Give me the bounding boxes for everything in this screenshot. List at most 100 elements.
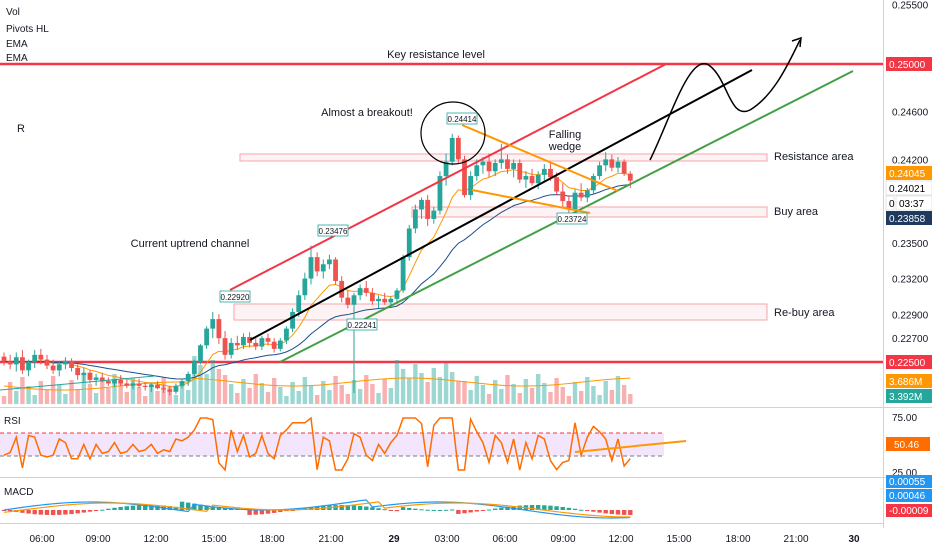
- candle-body: [314, 257, 320, 272]
- candle-body: [69, 360, 74, 368]
- rsi-tick-25: 25.00: [892, 468, 917, 479]
- volume-bar: [609, 390, 615, 404]
- macd-histogram-bar: [621, 510, 627, 515]
- volume-bar: [382, 379, 387, 404]
- macd-histogram-bar: [290, 510, 295, 511]
- macd-histogram-bar: [222, 507, 228, 510]
- candle-body: [296, 295, 302, 312]
- volume-bar: [57, 385, 62, 404]
- rebuy-area-zone: [233, 303, 768, 321]
- macd-histogram-bar: [529, 505, 535, 510]
- volume-bar: [296, 391, 301, 404]
- price-badge-bg: [885, 180, 932, 196]
- time-tick-label: 29: [388, 534, 400, 545]
- candle-body: [400, 257, 406, 291]
- rsi-value-badge-bg: [886, 437, 930, 451]
- macd-histogram-bar: [468, 510, 473, 513]
- candle-body: [425, 199, 431, 219]
- price-badge: 0.23858: [889, 214, 926, 225]
- volume-bar: [413, 364, 418, 404]
- candle-body: [498, 159, 504, 163]
- candle-body: [529, 176, 535, 184]
- price-badge: 3.392M: [889, 392, 922, 403]
- macd-histogram-bar: [100, 509, 105, 511]
- candle-body: [265, 338, 271, 342]
- macd-histogram-bar: [149, 505, 154, 510]
- candle-body: [548, 168, 553, 178]
- macd-histogram-bar: [26, 510, 31, 514]
- volume-bar: [87, 384, 93, 404]
- pivot-badge-box: [219, 290, 251, 303]
- volume-bar: [143, 396, 148, 404]
- volume-bar: [228, 384, 234, 404]
- volume-bar: [136, 387, 142, 404]
- volume-bar: [247, 388, 252, 404]
- macd-histogram-bar: [499, 507, 504, 510]
- volume-bar: [339, 385, 344, 404]
- candle-body: [603, 159, 609, 166]
- annotation-buy-area: Buy area: [774, 206, 819, 218]
- volume-bar: [376, 393, 381, 404]
- candle-body: [259, 338, 265, 347]
- volume-bar: [241, 379, 246, 404]
- candle-body: [241, 336, 246, 346]
- volume-ma-line: [3, 377, 631, 391]
- volume-bar: [186, 390, 191, 404]
- macd-histogram-bar: [517, 505, 522, 510]
- volume-bar: [425, 382, 430, 404]
- candle-body: [32, 354, 38, 362]
- macd-histogram-bar: [7, 510, 13, 511]
- candle-body: [210, 319, 216, 329]
- volume-bar: [511, 384, 516, 404]
- candle-body: [185, 373, 191, 382]
- macd-histogram-bar: [364, 506, 369, 510]
- volume-bar: [204, 374, 209, 404]
- rsi-trend-line: [574, 440, 687, 453]
- candle-body: [437, 176, 443, 211]
- candle-body: [7, 361, 13, 365]
- macd-histogram-bar: [186, 502, 191, 510]
- macd-histogram-bar: [493, 508, 498, 510]
- volume-bar: [499, 389, 504, 404]
- macd-histogram-bar: [143, 505, 148, 510]
- macd-histogram-bar: [554, 506, 559, 510]
- candle-body: [609, 159, 615, 168]
- volume-bar: [278, 387, 283, 404]
- volume-bar: [407, 378, 412, 404]
- candle-body: [63, 360, 68, 365]
- price-badge-bg: [895, 195, 932, 211]
- macd-histogram-bar: [87, 510, 93, 512]
- volume-bar: [437, 377, 443, 404]
- volume-bar: [523, 379, 529, 404]
- volume-bar: [265, 392, 271, 404]
- macd-histogram-bar: [505, 506, 510, 510]
- volume-bar: [106, 388, 111, 404]
- macd-histogram-bar: [351, 505, 357, 510]
- volume-bar: [26, 386, 31, 404]
- volume-bar: [222, 375, 228, 404]
- macd-histogram-bar: [456, 510, 461, 514]
- early-trend-line: [0, 375, 156, 391]
- candle-body: [222, 338, 228, 355]
- candle-body: [99, 377, 105, 382]
- price-badge-bg: [885, 195, 895, 211]
- macd-histogram-bar: [480, 510, 486, 511]
- price-badge-bg: [886, 211, 932, 225]
- macd-histogram-bar: [345, 505, 351, 510]
- macd-histogram-bar: [585, 510, 590, 511]
- macd-histogram-bar: [75, 510, 80, 514]
- volume-bar: [548, 392, 553, 404]
- annotation-rebuy-area: Re-buy area: [774, 307, 835, 319]
- macd-histogram-bar: [271, 510, 277, 513]
- candle-body: [38, 354, 44, 360]
- legend-vol: Vol: [6, 7, 20, 18]
- macd-histogram-bar: [357, 505, 363, 510]
- legend-ema-1: EMA: [6, 39, 28, 50]
- candle-body: [406, 228, 412, 258]
- candle-body: [308, 257, 314, 279]
- volume-bar: [621, 385, 627, 404]
- price-badge-bg: [886, 389, 932, 403]
- macd-value-badge: 0.00046: [889, 491, 926, 502]
- volume-bar: [321, 381, 326, 404]
